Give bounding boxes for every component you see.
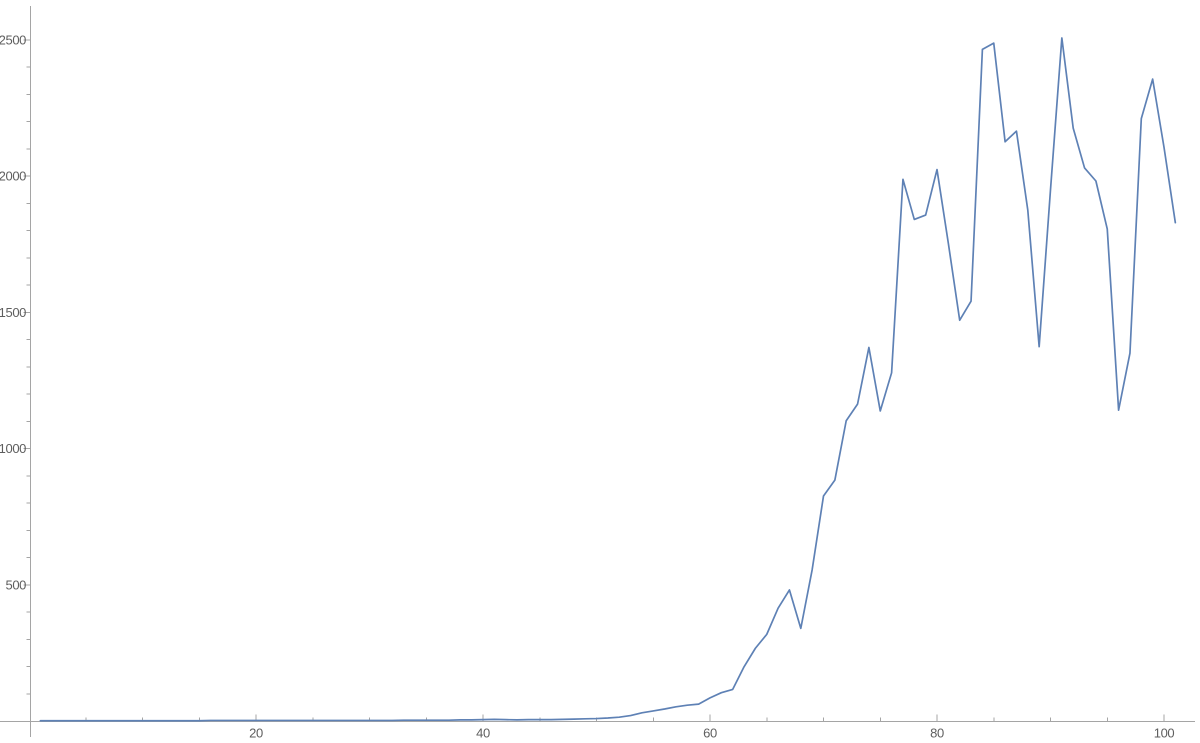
x-tick-label: 20 (249, 726, 263, 741)
y-tick-label: 1000 (0, 441, 26, 456)
x-tick-label: 80 (930, 726, 944, 741)
y-tick-label: 2500 (0, 32, 26, 47)
x-tick-label: 60 (703, 726, 717, 741)
x-tick-label: 100 (1154, 726, 1175, 741)
y-tick-label: 500 (6, 577, 27, 592)
data-series-line (39, 37, 1177, 722)
y-tick-label: 1500 (0, 305, 26, 320)
y-tick-label: 2000 (0, 169, 26, 184)
x-tick-label: 40 (476, 726, 490, 741)
